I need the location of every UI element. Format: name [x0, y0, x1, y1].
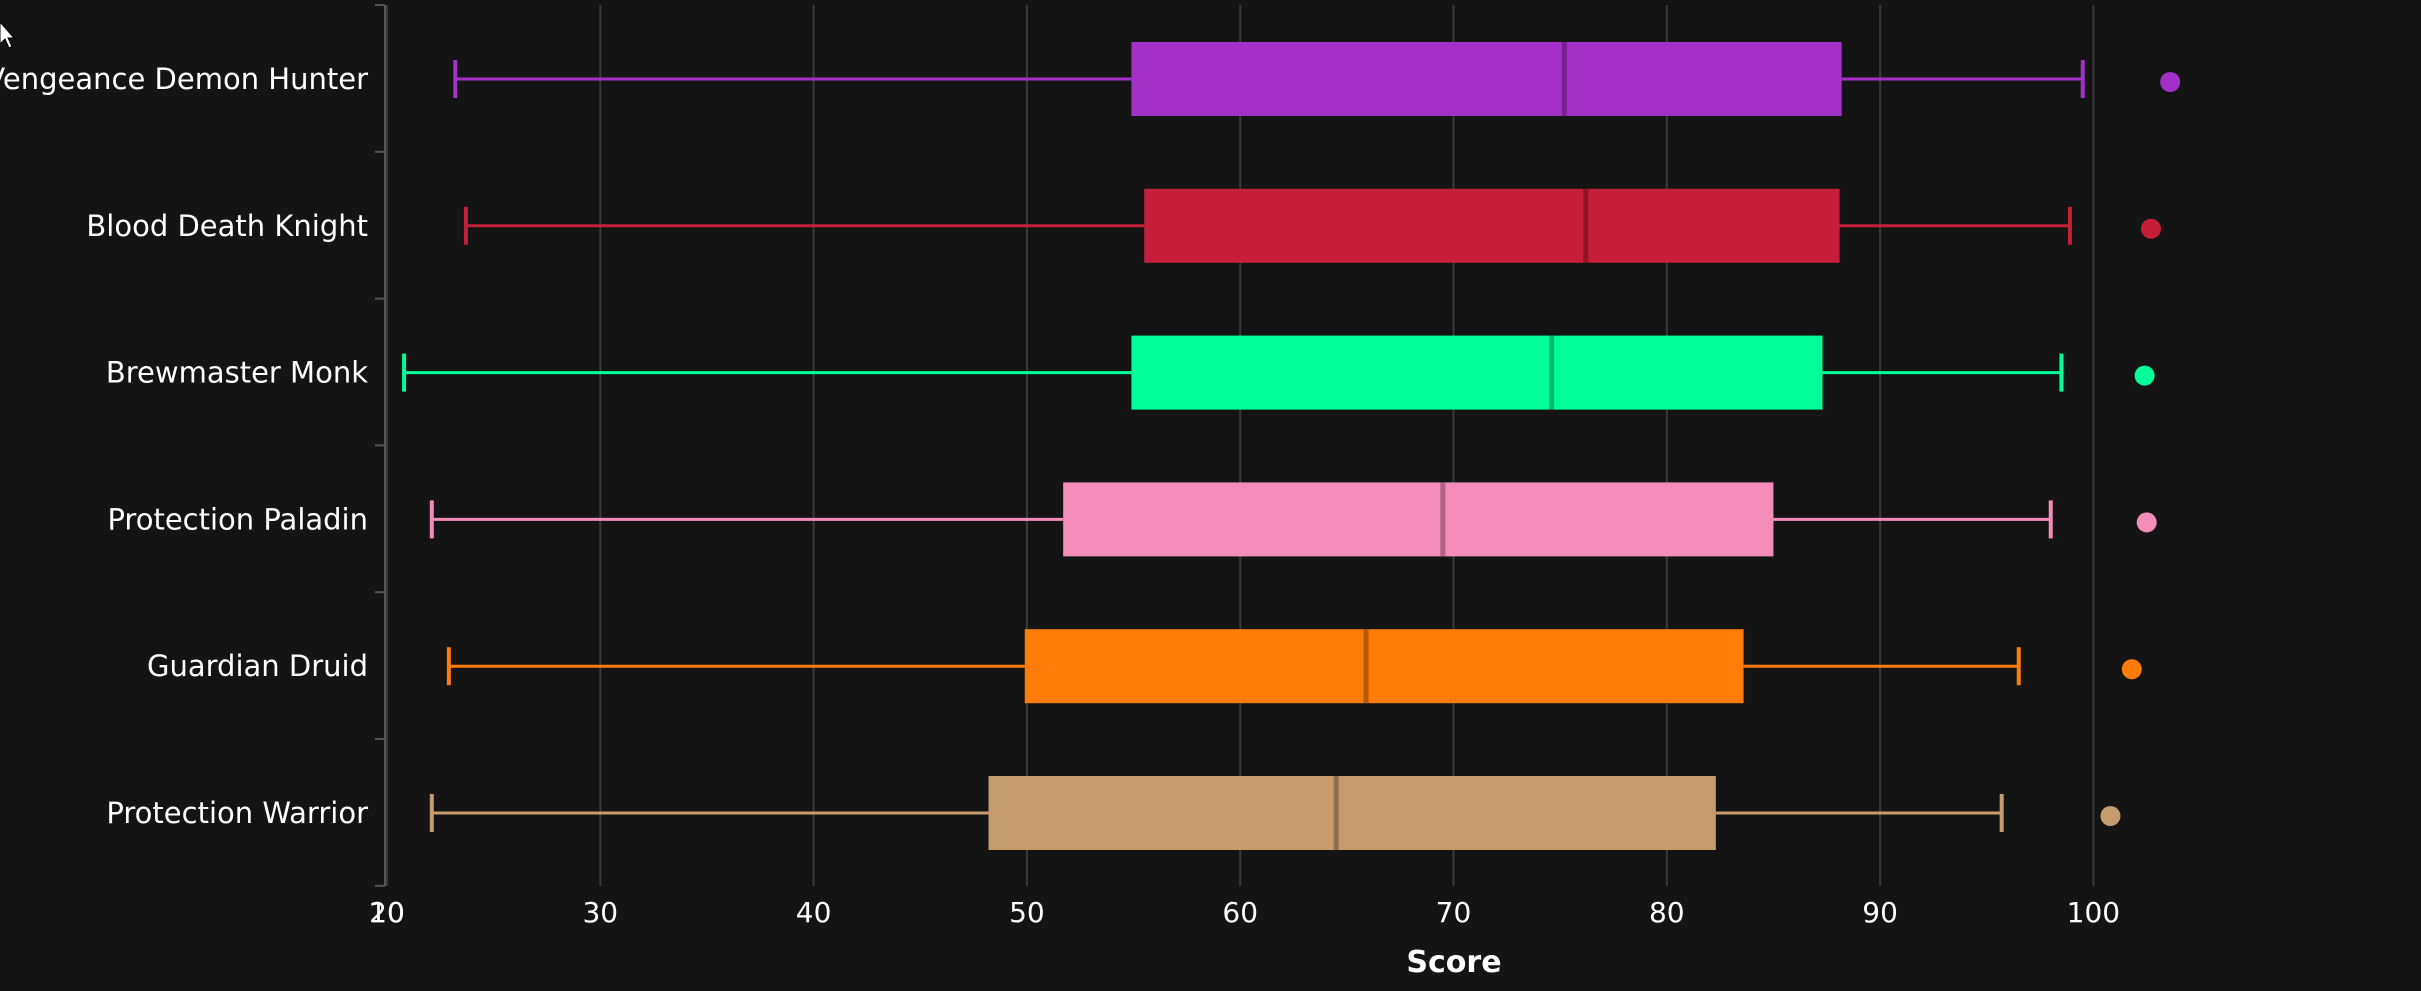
box-plot-row [453, 42, 2181, 116]
x-tick-label: 20 [369, 896, 405, 929]
y-axis [375, 4, 386, 887]
x-tick-label: 50 [1009, 896, 1045, 929]
category-label: Vengeance Demon Hunter [0, 62, 368, 96]
x-tick-label: 100 [2067, 896, 2120, 929]
outlier-point [2134, 365, 2155, 386]
outlier-point [2121, 659, 2142, 680]
iqr-box [1144, 188, 1840, 263]
x-tick-label: 30 [582, 896, 618, 929]
category-label: Guardian Druid [147, 649, 368, 683]
category-labels: Vengeance Demon Hunter Blood Death Knight… [0, 62, 368, 830]
box-plot-row [463, 188, 2161, 263]
iqr-box [1131, 42, 1842, 116]
box-plot-row [429, 482, 2157, 557]
outlier-point [2136, 512, 2157, 533]
iqr-box [1063, 482, 1774, 557]
x-axis-title: Score [1406, 945, 1501, 980]
category-label: Blood Death Knight [86, 209, 368, 243]
x-tick-label: 70 [1436, 896, 1472, 929]
outlier-point [2140, 218, 2161, 239]
grid-lines [386, 5, 2095, 886]
outlier-point [2100, 806, 2121, 826]
iqr-box [1024, 629, 1744, 704]
mouse-pointer-icon [0, 22, 16, 49]
category-label: Protection Warrior [106, 796, 368, 830]
x-tick-label: 60 [1222, 896, 1258, 929]
x-tick-label: 80 [1649, 896, 1685, 929]
category-label: Protection Paladin [107, 502, 368, 536]
outlier-point [2160, 72, 2181, 92]
category-label: Brewmaster Monk [106, 356, 368, 390]
box-plot-row [402, 335, 2155, 410]
x-tick-label: 10 [369, 896, 405, 929]
boxes [402, 42, 2181, 850]
x-tick-label: 40 [796, 896, 832, 929]
iqr-box [988, 776, 1716, 850]
box-plot-row [429, 776, 2121, 850]
box-plot-row [446, 629, 2142, 704]
iqr-box [1131, 335, 1823, 410]
x-tick-label: 90 [1862, 896, 1898, 929]
